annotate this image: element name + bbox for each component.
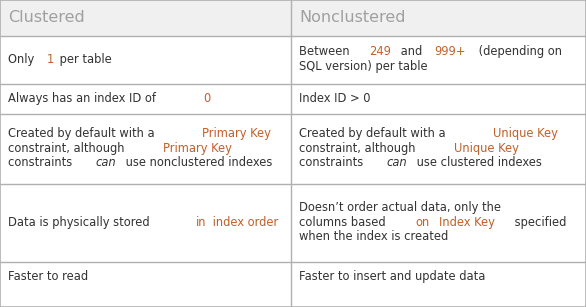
Text: Unique Key: Unique Key: [454, 142, 519, 155]
Text: when the index is created: when the index is created: [299, 230, 448, 243]
Text: Clustered: Clustered: [8, 10, 85, 25]
Text: Nonclustered: Nonclustered: [299, 10, 406, 25]
Text: Index ID > 0: Index ID > 0: [299, 91, 370, 105]
Text: Doesn’t order actual data, only the: Doesn’t order actual data, only the: [299, 201, 501, 214]
Text: Faster to read: Faster to read: [8, 270, 88, 283]
Text: Between: Between: [299, 45, 353, 58]
Text: can: can: [387, 156, 407, 169]
Text: Index Key: Index Key: [438, 216, 495, 229]
Text: Unique Key: Unique Key: [493, 127, 558, 140]
Text: Created by default with a: Created by default with a: [8, 127, 158, 140]
Text: use nonclustered indexes: use nonclustered indexes: [122, 156, 272, 169]
Text: in: in: [195, 216, 206, 229]
Text: constraints: constraints: [8, 156, 76, 169]
Text: constraint, although: constraint, although: [299, 142, 419, 155]
Text: constraint, although: constraint, although: [8, 142, 128, 155]
Text: Faster to insert and update data: Faster to insert and update data: [299, 270, 485, 283]
Text: 249: 249: [369, 45, 391, 58]
Text: columns based: columns based: [299, 216, 389, 229]
Text: Created by default with a: Created by default with a: [299, 127, 449, 140]
Text: can: can: [96, 156, 116, 169]
Text: specified: specified: [510, 216, 566, 229]
Bar: [0, 0, 586, 36]
Text: 0: 0: [204, 91, 211, 105]
Text: 999+: 999+: [434, 45, 466, 58]
Text: SQL version) per table: SQL version) per table: [299, 60, 428, 73]
Text: constraints: constraints: [299, 156, 367, 169]
Text: (depending on: (depending on: [475, 45, 562, 58]
Text: index order: index order: [209, 216, 278, 229]
Text: Always has an index ID of: Always has an index ID of: [8, 91, 159, 105]
Text: Data is physically stored: Data is physically stored: [8, 216, 154, 229]
Text: 1: 1: [46, 52, 54, 66]
Text: Only: Only: [8, 52, 38, 66]
Text: Primary Key: Primary Key: [202, 127, 271, 140]
Text: use clustered indexes: use clustered indexes: [413, 156, 542, 169]
Text: per table: per table: [56, 52, 112, 66]
Text: on: on: [415, 216, 430, 229]
Text: Primary Key: Primary Key: [163, 142, 232, 155]
Text: and: and: [397, 45, 426, 58]
